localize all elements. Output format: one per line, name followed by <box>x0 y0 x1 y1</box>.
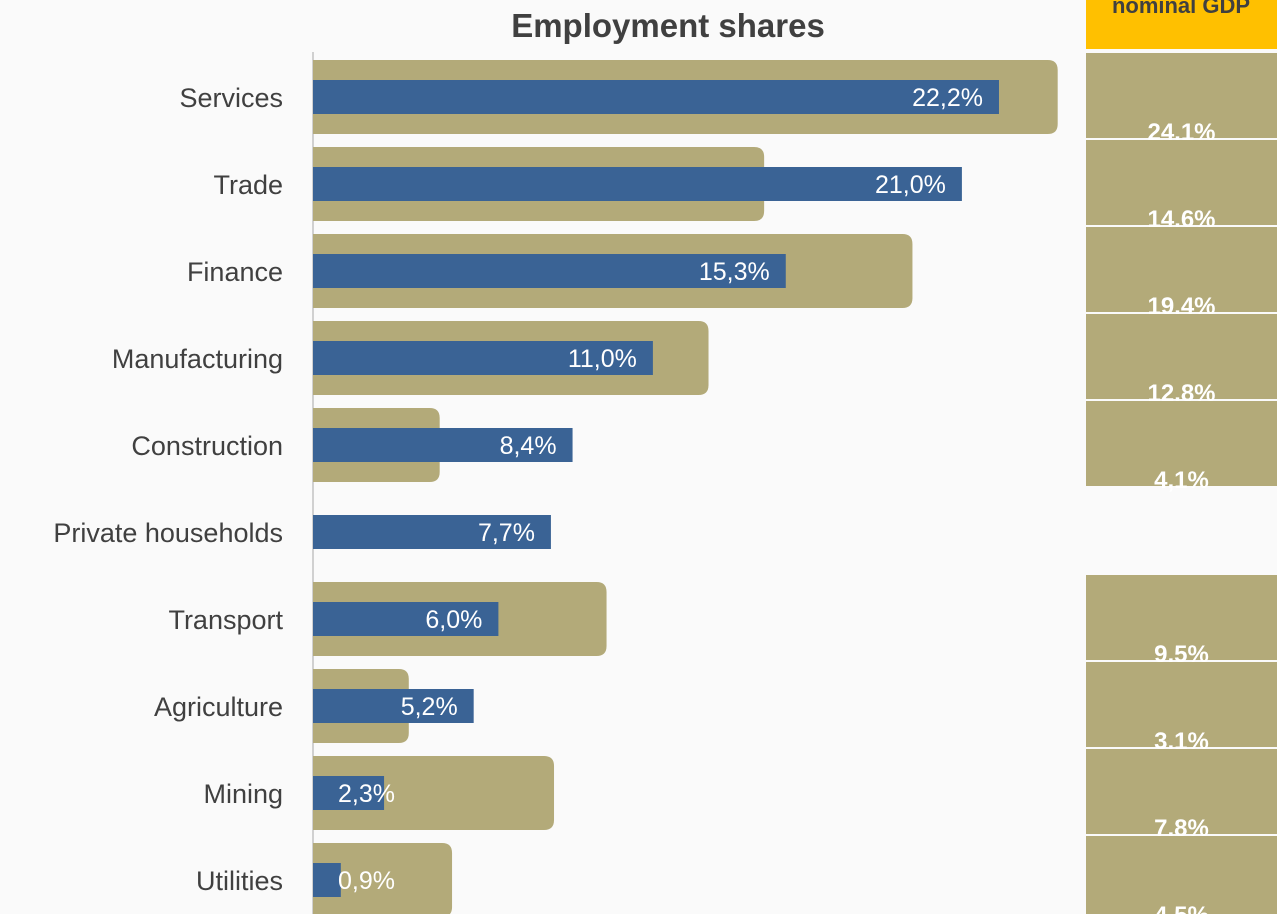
employment-share-bar <box>313 167 962 201</box>
gdp-column-cell <box>1086 140 1277 225</box>
employment-value-label: 22,2% <box>912 84 983 112</box>
gdp-column-cell <box>1086 227 1277 312</box>
gdp-column-cell <box>1086 836 1277 914</box>
employment-value-label: 21,0% <box>875 171 946 199</box>
employment-share-bar <box>313 602 499 636</box>
gdp-column-cell <box>1086 662 1277 747</box>
category-label: Manufacturing <box>112 344 283 374</box>
gdp-share-bar <box>313 756 555 830</box>
employment-value-label: 7,7% <box>478 519 535 547</box>
employment-value-label: 2,3% <box>338 780 395 808</box>
employment-share-bar <box>313 80 999 114</box>
employment-value-label: 8,4% <box>500 432 557 460</box>
category-label: Construction <box>131 431 283 461</box>
employment-share-bar <box>313 254 786 288</box>
employment-share-bar <box>313 428 573 462</box>
employment-value-label: 6,0% <box>425 606 482 634</box>
employment-share-bar <box>313 863 341 897</box>
gdp-column-cell <box>1086 314 1277 399</box>
employment-share-bar <box>313 341 653 375</box>
gdp-column-cell <box>1086 401 1277 486</box>
gdp-value-label: 4,5% <box>1154 902 1209 914</box>
gdp-column-cell <box>1086 53 1277 138</box>
gdp-header-box <box>1086 0 1277 49</box>
category-label: Mining <box>203 779 283 809</box>
employment-value-label: 11,0% <box>568 345 637 373</box>
gdp-header: nominal GDP <box>1112 0 1250 18</box>
category-label: Services <box>179 83 283 113</box>
employment-share-bar <box>313 776 385 810</box>
gdp-column-cell <box>1086 749 1277 834</box>
employment-value-label: 5,2% <box>401 693 458 721</box>
chart-title: Employment shares <box>511 7 825 44</box>
employment-share-bar <box>313 515 551 549</box>
employment-value-label: 0,9% <box>338 867 395 895</box>
category-label: Agriculture <box>154 692 283 722</box>
category-label: Private households <box>53 518 283 548</box>
category-label: Finance <box>187 257 283 287</box>
category-label: Utilities <box>196 866 283 896</box>
employment-value-label: 15,3% <box>699 258 770 286</box>
employment-share-bar <box>313 689 474 723</box>
category-label: Transport <box>168 605 283 635</box>
gdp-value-label: 4,1% <box>1154 467 1209 494</box>
category-label: Trade <box>213 170 283 200</box>
gdp-share-bar <box>313 843 453 914</box>
bars-group: Services24,1%22,2%Trade14,6%21,0%Finance… <box>53 53 1277 914</box>
gdp-column-cell <box>1086 575 1277 660</box>
